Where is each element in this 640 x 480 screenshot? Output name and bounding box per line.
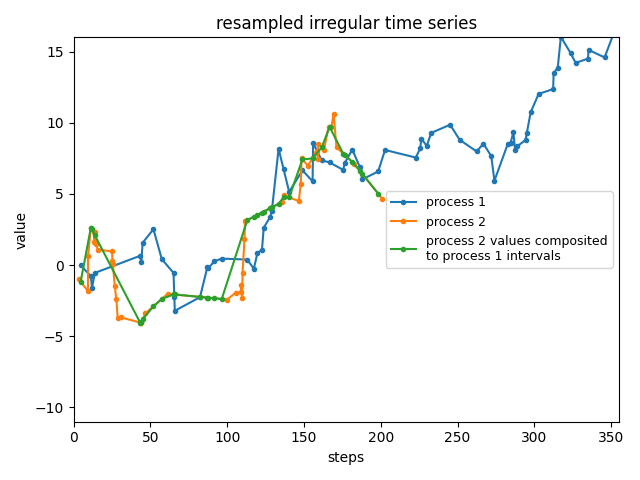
process 2 values composited
to process 1 intervals xyxy=(171,292,179,298)
process 2 xyxy=(92,228,99,234)
process 2 values composited
to process 1 intervals xyxy=(268,204,276,210)
process 1 xyxy=(268,208,276,214)
process 2 values composited
to process 1 intervals xyxy=(211,295,218,301)
Line: process 1: process 1 xyxy=(79,25,618,313)
Line: process 2: process 2 xyxy=(77,112,385,325)
process 2 values composited
to process 1 intervals xyxy=(170,291,177,297)
process 2 values composited
to process 1 intervals xyxy=(275,201,282,207)
process 2 values composited
to process 1 intervals xyxy=(158,296,166,302)
process 2 values composited
to process 1 intervals xyxy=(243,217,251,223)
process 2 values composited
to process 1 intervals xyxy=(87,225,95,231)
process 1 xyxy=(204,265,212,271)
process 2 xyxy=(90,229,98,235)
process 2 values composited
to process 1 intervals xyxy=(204,295,212,300)
process 2 values composited
to process 1 intervals xyxy=(196,294,204,300)
process 2 xyxy=(237,289,244,295)
process 2 values composited
to process 1 intervals xyxy=(258,210,266,216)
process 2 values composited
to process 1 intervals xyxy=(341,152,349,158)
process 2 xyxy=(324,124,332,130)
process 1 xyxy=(138,259,145,265)
process 2 xyxy=(75,276,83,282)
process 2 xyxy=(298,156,305,161)
process 2 values composited
to process 1 intervals xyxy=(358,171,366,177)
process 2 values composited
to process 1 intervals xyxy=(77,279,84,285)
process 2 values composited
to process 1 intervals xyxy=(204,295,211,300)
process 2 xyxy=(137,320,145,326)
process 2 xyxy=(141,311,149,316)
process 2 xyxy=(378,196,386,202)
process 2 xyxy=(280,192,288,198)
process 2 xyxy=(278,199,286,204)
Title: resampled irregular time series: resampled irregular time series xyxy=(216,15,477,33)
process 2 xyxy=(164,291,172,297)
process 2 values composited
to process 1 intervals xyxy=(136,320,144,325)
process 2 values composited
to process 1 intervals xyxy=(318,144,326,150)
process 2 xyxy=(239,270,246,276)
process 2 xyxy=(304,163,312,168)
process 2 xyxy=(90,239,98,245)
process 2 xyxy=(232,289,240,295)
process 2 values composited
to process 1 intervals xyxy=(170,291,178,297)
process 2 xyxy=(92,241,100,247)
process 2 values composited
to process 1 intervals xyxy=(339,151,347,156)
process 2 values composited
to process 1 intervals xyxy=(150,303,157,309)
process 1 xyxy=(171,308,179,314)
process 2 xyxy=(84,253,92,259)
process 1 xyxy=(417,145,424,151)
process 2 xyxy=(87,225,95,230)
process 2 xyxy=(237,282,245,288)
process 2 xyxy=(241,236,248,242)
Y-axis label: value: value xyxy=(15,211,29,249)
process 2 xyxy=(239,295,246,301)
process 1 xyxy=(612,24,620,30)
process 2 values composited
to process 1 intervals xyxy=(138,320,145,325)
process 2 xyxy=(118,314,125,320)
process 2 values composited
to process 1 intervals xyxy=(139,316,147,322)
process 2 values composited
to process 1 intervals xyxy=(250,214,258,220)
process 2 xyxy=(84,288,92,294)
process 2 values composited
to process 1 intervals xyxy=(374,191,382,196)
process 2 xyxy=(109,262,116,267)
process 2 xyxy=(113,297,120,302)
process 2 values composited
to process 1 intervals xyxy=(88,226,96,232)
process 2 values composited
to process 1 intervals xyxy=(326,124,333,130)
process 2 values composited
to process 1 intervals xyxy=(285,194,293,200)
process 2 values composited
to process 1 intervals xyxy=(348,159,356,165)
process 2 xyxy=(114,315,122,321)
process 2 xyxy=(314,141,322,146)
process 2 values composited
to process 1 intervals xyxy=(308,156,316,161)
Legend: process 1, process 2, process 2 values composited
to process 1 intervals: process 1, process 2, process 2 values c… xyxy=(386,191,612,268)
process 2 values composited
to process 1 intervals xyxy=(91,232,99,238)
process 2 xyxy=(109,258,116,264)
process 2 xyxy=(330,111,337,117)
process 2 xyxy=(312,150,320,156)
process 2 values composited
to process 1 intervals xyxy=(218,296,225,302)
X-axis label: steps: steps xyxy=(328,451,365,465)
process 2 values composited
to process 1 intervals xyxy=(266,205,274,211)
process 2 values composited
to process 1 intervals xyxy=(356,168,364,173)
process 2 xyxy=(333,144,340,150)
process 2 values composited
to process 1 intervals xyxy=(299,156,307,162)
process 2 xyxy=(314,149,321,155)
process 1 xyxy=(601,55,609,60)
process 2 xyxy=(111,283,118,289)
process 2 values composited
to process 1 intervals xyxy=(309,155,317,160)
process 2 values composited
to process 1 intervals xyxy=(280,194,287,200)
process 2 xyxy=(314,156,322,161)
process 2 values composited
to process 1 intervals xyxy=(253,212,261,218)
process 2 xyxy=(94,247,102,252)
process 2 xyxy=(320,147,328,153)
process 2 xyxy=(350,161,358,167)
process 2 xyxy=(295,198,303,204)
Line: process 2 values composited
to process 1 intervals: process 2 values composited to process 1… xyxy=(79,125,380,324)
process 2 xyxy=(297,181,305,187)
process 2 xyxy=(241,218,249,224)
process 1 xyxy=(77,262,84,268)
process 2 xyxy=(328,124,335,130)
process 2 xyxy=(108,249,116,254)
process 2 values composited
to process 1 intervals xyxy=(260,209,268,215)
process 1 xyxy=(275,146,282,152)
process 2 xyxy=(223,297,231,302)
